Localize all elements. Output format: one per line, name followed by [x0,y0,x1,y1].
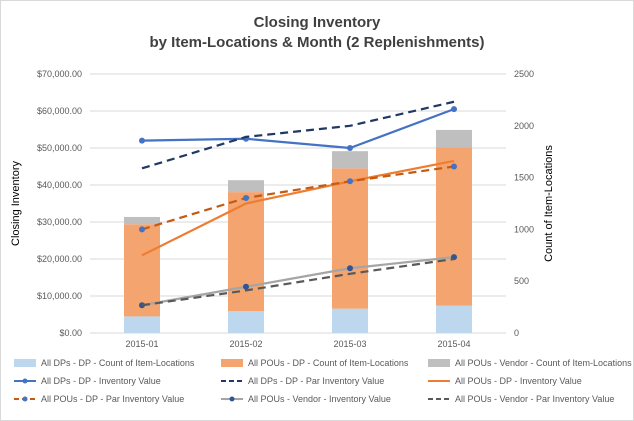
chart-title-line-1: Closing Inventory [253,14,381,31]
x-tick-label: 2015-03 [333,339,366,349]
bar-segment [124,224,160,317]
bar-segment [436,305,472,333]
bar-segment [228,311,264,333]
x-tick-label: 2015-02 [229,339,262,349]
y2-tick-label: 2000 [514,121,534,131]
y2-tick-label: 500 [514,276,529,286]
bar-segment [124,216,160,225]
series-line [141,100,455,170]
legend-swatch [428,359,450,367]
data-point [347,145,353,151]
y-tick-label: $70,000.00 [37,69,82,79]
bar-segment [436,129,472,148]
y2-tick-label: 1500 [514,173,534,183]
legend-label: All POUs - Vendor - Inventory Value [248,394,391,404]
legend-label: All POUs - DP - Count of Item-Locations [248,358,409,368]
series-line [141,256,455,307]
y-tick-label: $60,000.00 [37,106,82,116]
x-tick-label: 2015-01 [125,339,158,349]
legend-label: All DPs - DP - Par Inventory Value [248,376,384,386]
legend-label: All POUs - Vendor - Par Inventory Value [455,394,614,404]
data-point [347,178,353,185]
data-point [347,265,353,272]
series-line [141,159,455,257]
bar-segment [332,308,368,333]
y-tick-label: $30,000.00 [37,217,82,227]
legend-label: All POUs - DP - Par Inventory Value [41,394,184,404]
y-axis-label: Closing Inventory [10,161,22,246]
legend-label: All DPs - DP - Count of Item-Locations [41,358,195,368]
y-tick-label: $10,000.00 [37,291,82,301]
bar-segment [436,147,472,306]
chart-title-line-2: by Item-Locations & Month (2 Replenishme… [149,34,485,51]
legend-marker [229,396,235,402]
series-line [141,257,455,307]
bar-segment [228,180,264,193]
bar-segment [332,168,368,309]
y-tick-label: $50,000.00 [37,143,82,153]
legend-swatch [221,359,243,367]
y2-tick-label: 2500 [514,69,534,79]
data-point [139,226,145,233]
y-tick-label: $40,000.00 [37,180,82,190]
series-line [141,108,455,150]
y2-tick-label: 0 [514,328,519,338]
y-tick-label: $0.00 [59,328,82,338]
y-tick-label: $20,000.00 [37,254,82,264]
x-tick-label: 2015-04 [437,339,470,349]
y2-tick-label: 1000 [514,224,534,234]
data-point [139,137,145,144]
y2-axis-label: Count of Item-Locations [543,145,555,262]
legend-label: All DPs - DP - Inventory Value [41,376,161,386]
bar-segment [332,151,368,169]
legend-marker [22,396,28,402]
legend-marker [22,378,28,384]
data-point [243,283,249,290]
legend-label: All POUs - Vendor - Count of Item-Locati… [455,358,632,368]
bar-segment [124,316,160,333]
legend-label: All POUs - DP - Inventory Value [455,376,582,386]
data-point [451,163,457,170]
series-line [141,165,455,231]
data-point [451,106,457,113]
data-point [243,194,249,201]
legend-swatch [14,359,36,367]
